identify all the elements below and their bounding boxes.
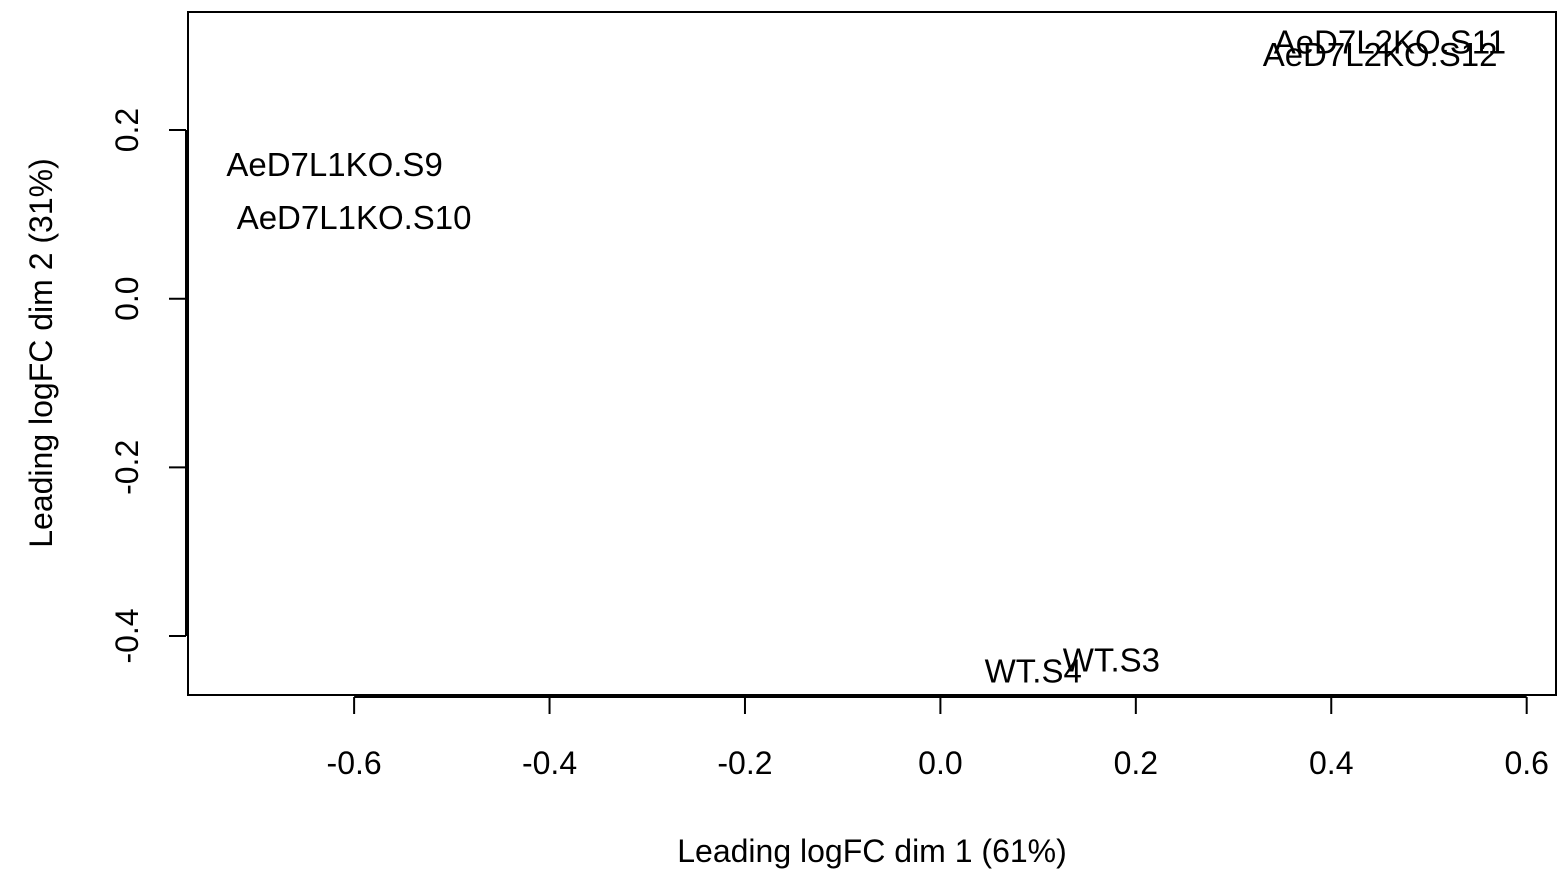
sample-point-label: WT.S4: [985, 653, 1082, 690]
plot-frame: [187, 11, 1557, 696]
y-tick-label: 0.2: [109, 108, 145, 152]
y-tick-label: 0.0: [109, 276, 145, 320]
x-tick-label: 0.4: [1309, 745, 1353, 781]
sample-point-label: WT.S3: [1063, 642, 1160, 679]
y-tick-label: -0.2: [109, 440, 145, 495]
x-tick-label: -0.2: [717, 745, 772, 781]
sample-point-label: AeD7L1KO.S9: [226, 146, 442, 183]
sample-point-label: AeD7L2KO.S11: [1274, 24, 1506, 61]
x-axis-title: Leading logFC dim 1 (61%): [677, 833, 1067, 869]
x-tick-label: 0.6: [1504, 745, 1548, 781]
x-axis: -0.6 -0.4 -0.2 0.0 0.2 0.4 0.6: [327, 696, 1549, 781]
y-axis-title: Leading logFC dim 2 (31%): [23, 158, 59, 548]
point-labels: AeD7L1KO.S9 AeD7L1KO.S10 AeD7L2KO.S11AeD7L…: [226, 24, 1506, 690]
x-tick-label: -0.4: [522, 745, 577, 781]
x-tick-label: -0.6: [327, 745, 382, 781]
x-tick-label: 0.0: [918, 745, 962, 781]
y-axis: -0.4 -0.2 0.0 0.2: [109, 108, 187, 664]
x-tick-label: 0.2: [1114, 745, 1158, 781]
sample-point-label: AeD7L1KO.S10: [237, 199, 472, 236]
y-tick-label: -0.4: [109, 608, 145, 663]
sample-point-label: AeD7L2KO.S12: [1263, 36, 1498, 73]
